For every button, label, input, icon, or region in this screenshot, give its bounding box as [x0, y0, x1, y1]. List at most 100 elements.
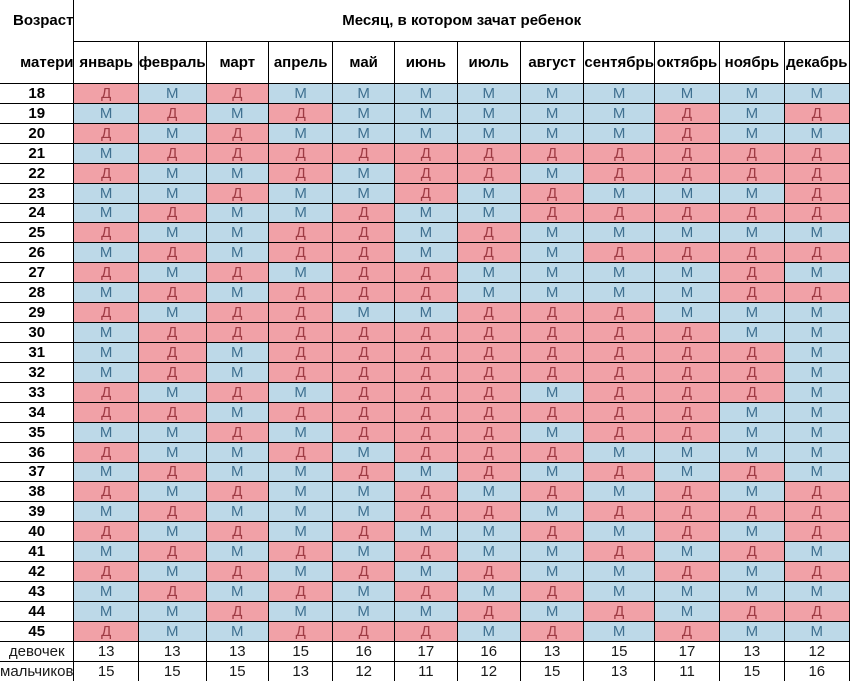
gender-cell-girl: Д	[783, 142, 850, 164]
gender-cell-girl: Д	[653, 142, 721, 164]
gender-cell-boy: М	[205, 282, 269, 304]
age-row: 20 Д М Д М М М М М М Д М М	[0, 122, 850, 144]
gender-cell-girl: Д	[393, 441, 458, 463]
gender-cell-boy: М	[205, 541, 269, 563]
gender-cell-boy: М	[137, 222, 207, 244]
gender-cell-girl: Д	[73, 222, 139, 244]
gender-cell-girl: Д	[73, 401, 139, 423]
gender-cell-boy: М	[332, 481, 395, 503]
gender-cell-girl: Д	[73, 561, 139, 583]
gender-cell-girl: Д	[73, 122, 139, 144]
gender-cell-girl: Д	[653, 561, 721, 583]
month-header-12: декабрь	[783, 41, 850, 84]
gender-cell-girl: Д	[653, 322, 721, 343]
gender-cell-girl: Д	[332, 202, 395, 224]
gender-cell-boy: М	[267, 461, 334, 483]
footer-girls-count: 13	[205, 640, 269, 662]
gender-cell-girl: Д	[393, 481, 458, 503]
gender-cell-girl: Д	[332, 401, 395, 423]
gender-cell-girl: Д	[393, 381, 458, 403]
footer-girls-count: 17	[393, 640, 458, 662]
gender-cell-boy: М	[205, 620, 269, 642]
footer-boys-count: 15	[137, 660, 207, 681]
age-header-line1: Возраст	[13, 12, 74, 30]
gender-cell-girl: Д	[267, 541, 334, 563]
footer-girls-count: 13	[519, 640, 585, 662]
gender-cell-girl: Д	[583, 600, 655, 622]
gender-cell-girl: Д	[583, 142, 655, 164]
gender-cell-girl: Д	[719, 361, 785, 383]
gender-cell-boy: М	[267, 83, 334, 104]
gender-cell-boy: М	[456, 83, 521, 104]
gender-cell-boy: М	[519, 242, 585, 264]
age-row-label: 28	[0, 282, 75, 304]
age-row: 43 М Д М Д М Д М Д М М М М	[0, 581, 850, 602]
gender-cell-boy: М	[332, 83, 395, 104]
gender-cell-girl: Д	[137, 102, 207, 124]
age-row: 21 М Д Д Д Д Д Д Д Д Д Д Д	[0, 142, 850, 164]
gender-cell-girl: Д	[719, 461, 785, 483]
gender-cell-girl: Д	[719, 600, 785, 622]
gender-cell-girl: Д	[137, 401, 207, 423]
gender-cell-girl: Д	[719, 341, 785, 363]
footer-girls-count: 15	[267, 640, 334, 662]
age-row: 23 М М Д М М Д М Д М М М Д	[0, 182, 850, 204]
gender-cell-boy: М	[393, 83, 458, 104]
gender-cell-boy: М	[519, 600, 585, 622]
age-row: 35 М М Д М Д Д Д М Д Д М М	[0, 421, 850, 443]
gender-cell-boy: М	[583, 581, 655, 602]
gender-cell-girl: Д	[456, 441, 521, 463]
gender-cell-boy: М	[719, 421, 785, 443]
gender-cell-boy: М	[267, 561, 334, 583]
gender-cell-girl: Д	[73, 83, 139, 104]
gender-cell-girl: Д	[719, 242, 785, 264]
gender-cell-girl: Д	[205, 322, 269, 343]
gender-cell-girl: Д	[456, 142, 521, 164]
age-row-label: 26	[0, 242, 75, 264]
gender-cell-girl: Д	[653, 401, 721, 423]
gender-cell-boy: М	[653, 461, 721, 483]
age-header-cell: Возраст матери	[0, 0, 75, 84]
age-row: 18 Д М Д М М М М М М М М М	[0, 83, 850, 104]
age-row: 28 М Д М Д Д Д М М М М Д Д	[0, 282, 850, 304]
age-row-label: 21	[0, 142, 75, 164]
age-row: 45 Д М М Д Д Д М Д М Д М М	[0, 620, 850, 642]
gender-cell-boy: М	[73, 501, 139, 523]
gender-cell-girl: Д	[783, 561, 850, 583]
gender-cell-girl: Д	[456, 600, 521, 622]
footer-boys-count: 15	[719, 660, 785, 681]
gender-cell-girl: Д	[267, 162, 334, 184]
age-row: 32 М Д М Д Д Д Д Д Д Д Д М	[0, 361, 850, 383]
age-row: 39 М Д М М М Д Д М Д Д Д Д	[0, 501, 850, 523]
gender-cell-boy: М	[332, 182, 395, 204]
gender-cell-girl: Д	[653, 421, 721, 443]
gender-cell-girl: Д	[393, 182, 458, 204]
footer-girls-count: 13	[137, 640, 207, 662]
age-row-label: 34	[0, 401, 75, 423]
gender-cell-girl: Д	[267, 322, 334, 343]
gender-cell-girl: Д	[393, 262, 458, 284]
gender-cell-girl: Д	[456, 501, 521, 523]
footer-boys-count: 16	[783, 660, 850, 681]
gender-cell-girl: Д	[73, 481, 139, 503]
gender-cell-boy: М	[653, 581, 721, 602]
age-row-label: 23	[0, 182, 75, 204]
age-row: 34 Д Д М Д Д Д Д Д Д Д М М	[0, 401, 850, 423]
gender-cell-girl: Д	[393, 421, 458, 443]
gender-cell-girl: Д	[583, 421, 655, 443]
gender-cell-boy: М	[719, 322, 785, 343]
gender-cell-boy: М	[583, 122, 655, 144]
gender-cell-girl: Д	[205, 142, 269, 164]
age-row: 31 М Д М Д Д Д Д Д Д Д Д М	[0, 341, 850, 363]
gender-cell-girl: Д	[653, 341, 721, 363]
gender-cell-boy: М	[783, 262, 850, 284]
age-row: 42 Д М Д М Д М Д М М Д М Д	[0, 561, 850, 583]
age-row-label: 45	[0, 620, 75, 642]
gender-cell-girl: Д	[137, 361, 207, 383]
gender-cell-boy: М	[393, 242, 458, 264]
conception-month-header: Месяц, в котором зачат ребенок	[73, 0, 850, 42]
gender-cell-girl: Д	[583, 541, 655, 563]
gender-cell-boy: М	[783, 83, 850, 104]
footer-girls-label: девочек	[0, 640, 75, 662]
gender-cell-boy: М	[137, 441, 207, 463]
